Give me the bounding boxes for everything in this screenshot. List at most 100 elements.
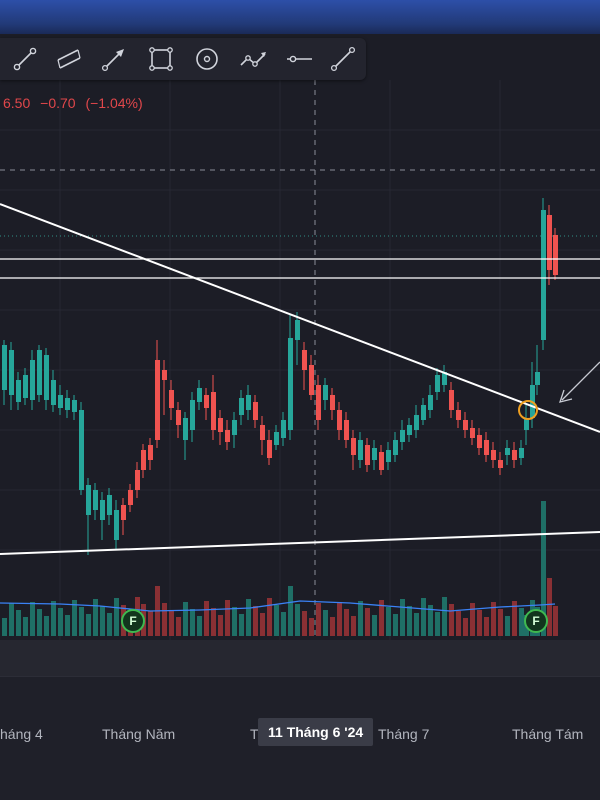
volume-bar: [176, 617, 181, 636]
candle-body: [232, 420, 237, 435]
volume-bar: [65, 615, 70, 636]
candle-body: [253, 402, 258, 420]
candle-body: [267, 440, 272, 458]
empty-pane[interactable]: [0, 676, 600, 717]
candle-body: [2, 345, 7, 390]
volume-bar: [260, 613, 265, 636]
volume-bar: [344, 609, 349, 636]
candle-body: [477, 435, 482, 448]
candle-body: [498, 460, 503, 468]
legend-change-pct: (−1.04%): [85, 95, 143, 111]
candle-body: [519, 448, 524, 458]
path-tool[interactable]: [236, 42, 270, 76]
candle-body: [463, 420, 468, 430]
time-label: Tháng 7: [378, 726, 430, 742]
candle-body: [407, 425, 412, 435]
volume-bar: [239, 614, 244, 636]
candle-body: [135, 470, 140, 490]
candle-body: [23, 375, 28, 398]
volume-bar: [477, 610, 482, 636]
volume-bar: [51, 601, 56, 636]
price-chart[interactable]: [0, 0, 600, 640]
crosshair-time-label: 11 Tháng 6 '24: [258, 718, 374, 746]
volume-bar: [428, 605, 433, 636]
candle-body: [79, 410, 84, 490]
volume-bar: [197, 616, 202, 636]
candle-body: [162, 370, 167, 380]
volume-bar: [400, 599, 405, 636]
volume-bar: [218, 615, 223, 636]
volume-bar: [79, 607, 84, 636]
candle-body: [190, 400, 195, 430]
legend-change: −0.70: [40, 95, 76, 111]
candle-body: [541, 210, 546, 340]
volume-bar: [553, 606, 558, 636]
path-icon: [240, 52, 266, 67]
candle-body: [400, 430, 405, 442]
candle-body: [351, 438, 356, 455]
candle-body: [421, 405, 426, 420]
candle-body: [288, 338, 293, 430]
candle-body: [246, 395, 251, 410]
financials-marker[interactable]: F: [121, 609, 145, 633]
legend-price: 6.50: [3, 95, 31, 111]
volume-bar: [183, 602, 188, 636]
candle-body: [176, 410, 181, 425]
candle-body: [323, 385, 328, 400]
volume-bar: [190, 609, 195, 636]
candle-body: [484, 440, 489, 455]
candle-body: [72, 400, 77, 412]
candle-body: [51, 380, 56, 405]
candle-body: [414, 415, 419, 430]
circle-tool[interactable]: [190, 42, 224, 76]
parallel-channel-icon: [57, 49, 81, 69]
volume-bar: [302, 611, 307, 636]
volume-bar: [407, 606, 412, 636]
rectangle-icon: [149, 47, 173, 71]
volume-bar: [225, 600, 230, 636]
arrow-tool[interactable]: [97, 42, 131, 76]
candle-body: [204, 395, 209, 408]
candle-body: [197, 388, 202, 402]
volume-bar: [358, 601, 363, 636]
top-header-bar: [0, 0, 600, 34]
candle-body: [225, 430, 230, 442]
rectangle-tool[interactable]: [144, 42, 178, 76]
volume-bar: [93, 599, 98, 636]
candle-body: [337, 410, 342, 430]
candle-body: [44, 355, 49, 400]
candle-body: [100, 500, 105, 520]
volume-bar: [316, 603, 321, 636]
candle-body: [107, 495, 112, 515]
candle-body: [449, 390, 454, 410]
volume-bar: [204, 601, 209, 636]
candle-body: [65, 398, 70, 410]
time-label: háng 4: [0, 726, 43, 742]
indicator-pane[interactable]: [0, 640, 600, 676]
trend-line-icon: [13, 47, 37, 71]
candle-body: [211, 392, 216, 430]
financials-marker[interactable]: F: [524, 609, 548, 633]
candle-body: [491, 450, 496, 460]
arrow-icon: [101, 49, 124, 72]
volume-bar: [100, 606, 105, 636]
volume-bar: [337, 602, 342, 636]
line-segment-tool[interactable]: [326, 42, 360, 76]
parallel-channel-tool[interactable]: [52, 42, 86, 76]
volume-bar: [30, 602, 35, 636]
horizontal-ray-tool[interactable]: [282, 42, 316, 76]
volume-bar: [330, 617, 335, 636]
candle-body: [535, 372, 540, 385]
candle-body: [274, 432, 279, 445]
candle-body: [93, 490, 98, 510]
volume-bar: [498, 609, 503, 636]
volume-bar: [449, 604, 454, 636]
candle-body: [128, 490, 133, 505]
volume-bar: [162, 603, 167, 636]
candle-body: [155, 360, 160, 440]
volume-bar: [484, 617, 489, 636]
candle-body: [86, 485, 91, 515]
trend-line-tool[interactable]: [8, 42, 42, 76]
candle-body: [524, 418, 529, 430]
volume-bar: [246, 599, 251, 636]
